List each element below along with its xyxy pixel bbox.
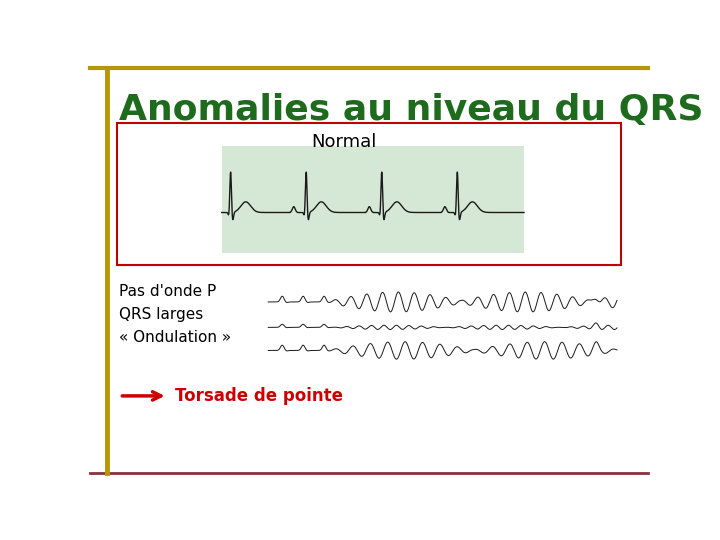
Text: Pas d'onde P: Pas d'onde P [120,284,217,299]
Text: QRS larges: QRS larges [120,307,204,322]
Text: « Ondulation »: « Ondulation » [120,330,232,346]
Bar [222,146,524,253]
Text: Anomalies au niveau du QRS: Anomalies au niveau du QRS [120,92,704,126]
Text: Torsade de pointe: Torsade de pointe [175,387,343,405]
Bar [117,123,621,265]
Text: Normal: Normal [311,133,377,151]
